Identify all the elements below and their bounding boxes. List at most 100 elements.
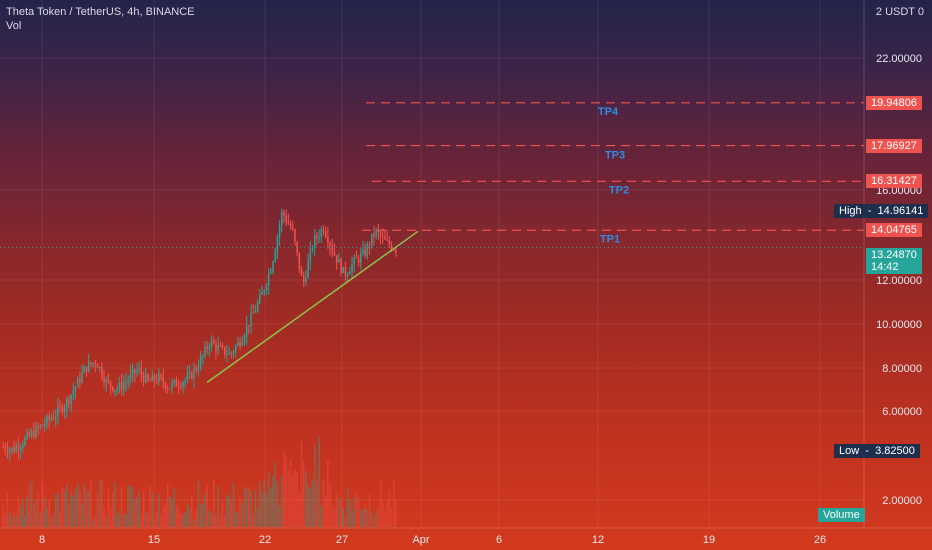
volume-bar — [206, 484, 208, 527]
low-price-badge: Low - 3.82500 — [834, 444, 920, 459]
volume-bar — [2, 505, 4, 527]
x-tick-label: 6 — [496, 534, 502, 546]
candle-body — [109, 381, 112, 387]
volume-bar — [252, 515, 255, 527]
candle-body — [313, 235, 316, 248]
volume-bar — [85, 489, 88, 527]
volume-bar — [4, 514, 7, 527]
candle-body — [65, 398, 68, 408]
volume-bar — [237, 511, 239, 527]
volume-bar — [76, 482, 79, 527]
candle-body — [381, 236, 384, 238]
volume-bar — [283, 452, 285, 527]
candle-body — [158, 374, 160, 382]
volume-bar — [193, 518, 195, 527]
volume-bar — [219, 516, 222, 527]
volume-bar — [355, 491, 358, 527]
volume-bar — [287, 470, 290, 527]
candle-body — [344, 267, 347, 276]
volume-bar — [15, 515, 18, 527]
candle-body — [57, 406, 59, 417]
candle-body — [6, 450, 9, 453]
volume-bar — [217, 485, 219, 527]
tp2-price-badge: 16.31427 — [866, 174, 922, 189]
candle-body — [232, 352, 235, 354]
candle-body — [355, 257, 358, 259]
volume-bar — [158, 494, 160, 527]
candle-body — [386, 239, 388, 241]
volume-bar — [272, 476, 274, 527]
volume-bar — [351, 509, 353, 527]
candle-body — [2, 447, 4, 449]
candle-body — [177, 386, 180, 388]
volume-bar — [208, 510, 211, 527]
volume-bar — [245, 488, 248, 527]
candle-body — [237, 341, 239, 347]
volume-bar — [131, 486, 134, 527]
volume-bar — [364, 504, 366, 527]
volume-bar — [59, 511, 61, 527]
candle-body — [184, 379, 187, 383]
high-value: 14.96141 — [877, 204, 924, 217]
high-price-badge: High - 14.96141 — [834, 203, 929, 218]
x-tick-label: 19 — [703, 534, 715, 546]
volume-bar — [254, 489, 257, 527]
volume-bar — [30, 480, 33, 527]
volume-bar — [384, 511, 386, 527]
candle-body — [125, 381, 127, 384]
volume-bar — [41, 482, 44, 527]
x-tick-label: 8 — [39, 534, 45, 546]
candle-body — [72, 390, 75, 395]
volume-bar — [74, 488, 77, 527]
volume-bar — [318, 436, 320, 527]
candle-body — [160, 374, 162, 378]
candle-body — [283, 212, 285, 216]
candle-body — [388, 239, 391, 245]
candle-body — [182, 382, 184, 387]
candle-body — [98, 366, 101, 368]
volume-bar — [61, 487, 64, 527]
volume-bar — [13, 512, 15, 527]
volume-bar — [118, 510, 121, 527]
candle-body — [340, 259, 342, 274]
candle-body — [35, 426, 37, 437]
volume-bar — [153, 518, 156, 527]
candle-body — [153, 375, 156, 381]
candle-body — [4, 447, 7, 451]
volume-bar — [327, 459, 329, 527]
volume-bar — [109, 507, 112, 527]
candle-body — [212, 340, 215, 344]
support-trendline — [206, 230, 419, 384]
candle-body — [265, 285, 268, 291]
volume-bar — [265, 491, 268, 527]
y-tick-label: 10.00000 — [876, 319, 922, 331]
volume-bar — [324, 494, 327, 527]
candle-body — [219, 345, 222, 347]
volume-bar — [373, 517, 375, 527]
volume-bar — [120, 487, 123, 527]
y-tick-label: 8.00000 — [882, 363, 922, 375]
volume-bar — [83, 484, 86, 527]
candle-body — [46, 416, 48, 425]
volume-bar — [300, 441, 303, 527]
candle-body — [17, 446, 20, 451]
candle-body — [333, 251, 336, 256]
volume-bar — [291, 473, 294, 527]
candle-body — [309, 249, 312, 262]
candle-body — [173, 380, 176, 383]
volume-bar — [243, 486, 246, 527]
volume-bar — [180, 514, 182, 527]
volume-bar — [37, 493, 39, 527]
candle-body — [318, 237, 320, 239]
candle-body — [123, 383, 125, 390]
candle-body — [118, 382, 121, 390]
candle-body — [48, 416, 50, 420]
volume-bar — [44, 497, 46, 527]
volume-bar — [26, 494, 29, 527]
candle-body — [254, 310, 257, 313]
volume-bar — [144, 512, 147, 527]
volume-bar — [147, 513, 149, 527]
tp3-price-badge: 17.96927 — [866, 138, 922, 153]
